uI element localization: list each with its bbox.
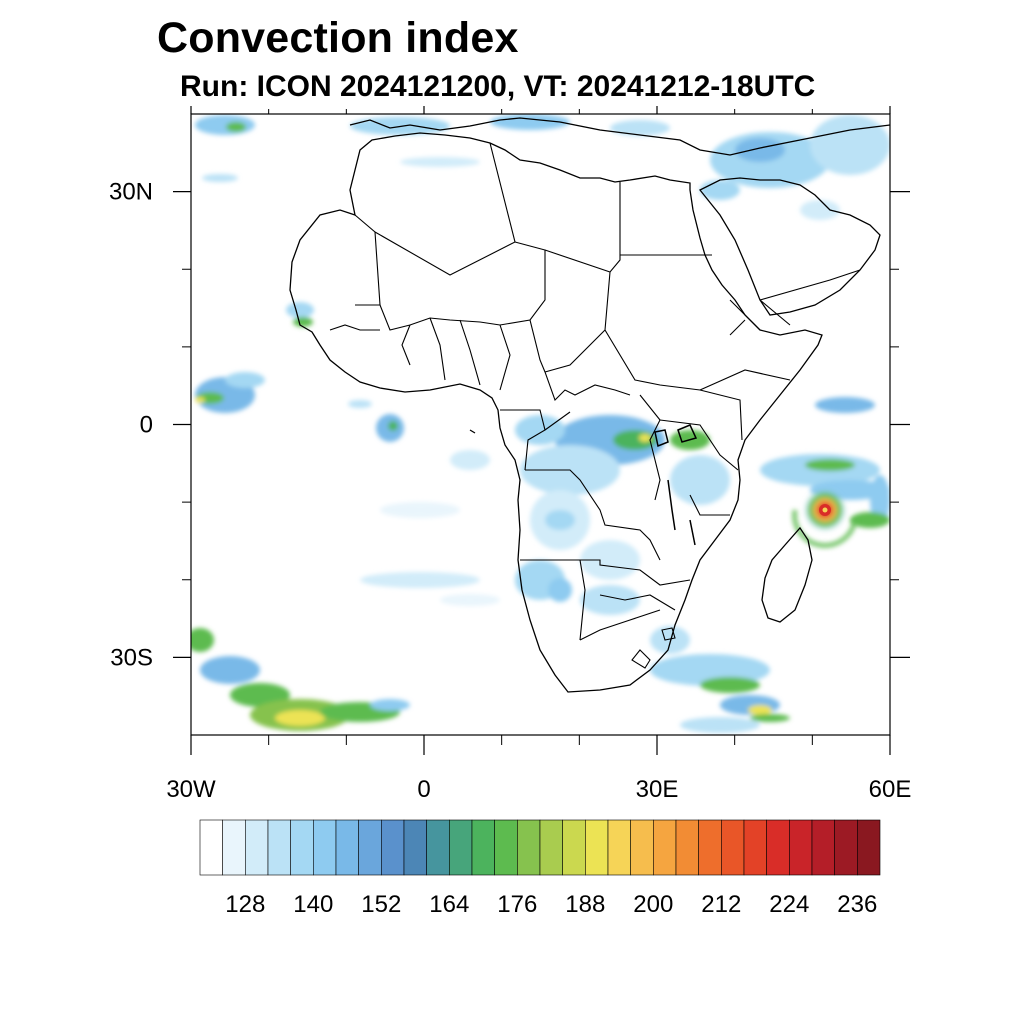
colorbar-swatch — [313, 819, 337, 876]
coastlines — [289, 117, 890, 693]
colorbar-swatch — [698, 819, 722, 876]
colorbar-swatch — [811, 819, 835, 876]
colorbar-swatch — [222, 819, 246, 876]
colorbar-swatch — [494, 819, 518, 876]
colorbar-label: 176 — [497, 891, 537, 918]
y-tick-label: 30N — [109, 179, 153, 206]
colorbar-swatch — [381, 819, 405, 876]
colorbar-swatch — [653, 819, 677, 876]
colorbar-swatch — [267, 819, 291, 876]
colorbar-label: 140 — [293, 891, 333, 918]
colorbar-swatch — [585, 819, 609, 876]
chart-title: Convection index — [157, 14, 519, 62]
colorbar-swatch — [562, 819, 586, 876]
y-tick-label: 0 — [140, 412, 153, 439]
x-tick-label: 30E — [636, 776, 679, 803]
colorbar-label: 224 — [769, 891, 809, 918]
lakes — [654, 424, 698, 546]
colorbar-swatch — [403, 819, 427, 876]
chart-subtitle: Run: ICON 2024121200, VT: 20241212-18UTC — [180, 70, 816, 103]
colorbar-swatch — [335, 819, 359, 876]
colorbar: 128 140 152 164 176 188 200 212 224 236 — [199, 819, 881, 918]
colorbar-swatch — [743, 819, 767, 876]
colorbar-swatch — [199, 819, 223, 876]
colorbar-swatch — [426, 819, 450, 876]
colorbar-label: 236 — [837, 891, 877, 918]
colorbar-label: 200 — [633, 891, 673, 918]
country-borders — [329, 142, 861, 669]
tropical-cyclone — [792, 488, 858, 548]
colorbar-swatch — [675, 819, 699, 876]
colorbar-swatch — [834, 819, 858, 876]
colorbar-label: 212 — [701, 891, 741, 918]
colorbar-swatch — [766, 819, 790, 876]
x-tick-label: 0 — [417, 776, 430, 803]
colorbar-swatch — [290, 819, 314, 876]
x-tick-label: 60E — [869, 776, 912, 803]
convection-shading — [191, 114, 890, 733]
colorbar-label: 188 — [565, 891, 605, 918]
colorbar-label: 164 — [429, 891, 469, 918]
colorbar-swatch — [517, 819, 541, 876]
map-axes: 30W 0 30E 60E 30N 0 30S — [109, 106, 911, 803]
colorbar-swatch — [630, 819, 654, 876]
colorbar-swatch — [857, 819, 881, 876]
colorbar-label: 128 — [225, 891, 265, 918]
colorbar-swatch — [789, 819, 813, 876]
colorbar-swatch — [607, 819, 631, 876]
colorbar-swatch — [721, 819, 745, 876]
colorbar-label: 152 — [361, 891, 401, 918]
colorbar-swatch — [358, 819, 382, 876]
colorbar-swatch — [245, 819, 269, 876]
colorbar-swatch — [539, 819, 563, 876]
colorbar-swatch — [471, 819, 495, 876]
colorbar-swatch — [449, 819, 473, 876]
x-tick-label: 30W — [166, 776, 216, 803]
y-tick-label: 30S — [110, 644, 153, 671]
